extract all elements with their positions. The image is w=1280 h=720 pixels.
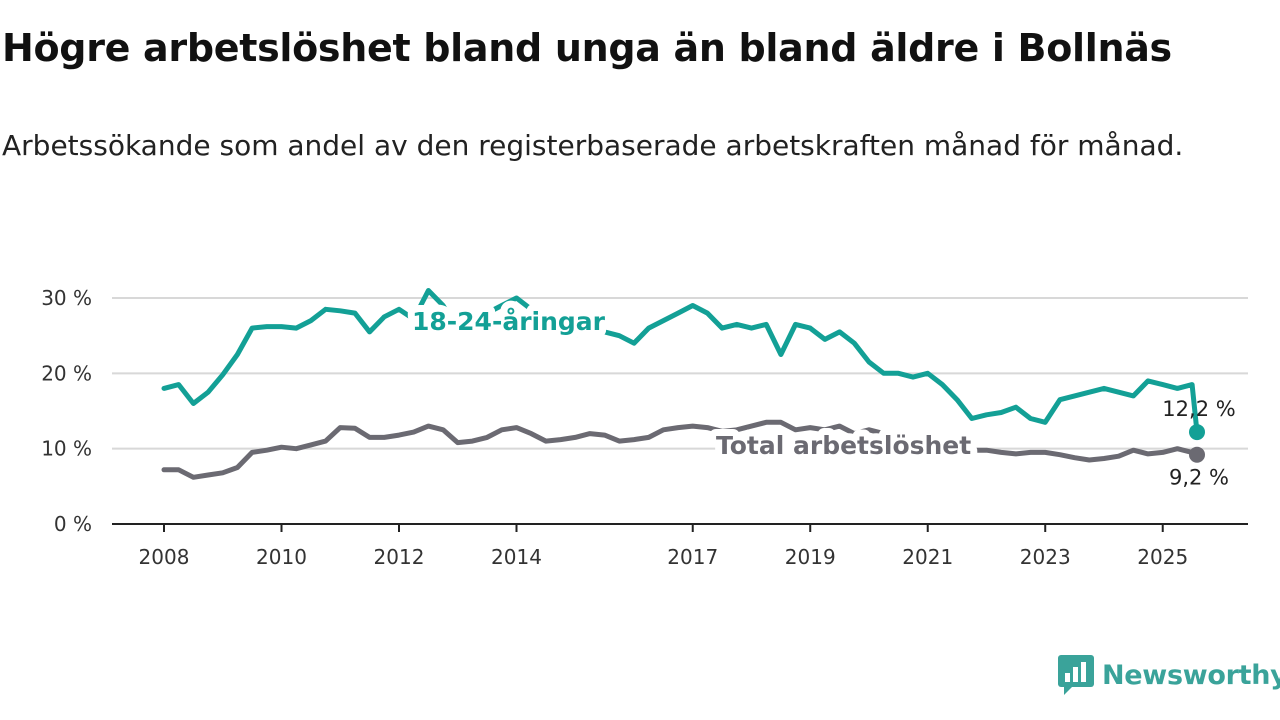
series-label-halo: 18-24-åringar	[412, 307, 606, 336]
series-group	[161, 288, 1205, 480]
brand-name: Newsworthy	[1102, 659, 1280, 691]
x-tick-label: 2010	[256, 545, 307, 569]
series-label-halo: Total arbetslöshet	[716, 431, 971, 460]
x-tick-label: 2023	[1020, 545, 1071, 569]
series-name-label: Total arbetslöshet	[716, 431, 971, 460]
x-tick-label: 2019	[785, 545, 836, 569]
chart-subtitle: Arbetssökande som andel av den registerb…	[2, 129, 1184, 162]
x-tick-label: 2017	[667, 545, 718, 569]
newsworthy-logo-icon	[1058, 655, 1094, 695]
end-point	[1189, 446, 1205, 463]
series-line	[161, 288, 1200, 435]
y-tick-label: 20 %	[41, 361, 92, 385]
y-tick-label: 10 %	[41, 437, 92, 461]
series-labels: 12,2 %9,2 %18-24-åringar18-24-åringarTot…	[405, 300, 1236, 490]
y-tick-label: 30 %	[41, 286, 92, 310]
series-name-label: 18-24-åringar	[412, 307, 606, 336]
brand-logo: Newsworthy	[1058, 654, 1280, 696]
end-value-label: 9,2 %	[1169, 466, 1229, 490]
x-tick-label: 2025	[1137, 545, 1188, 569]
series-line	[161, 419, 1200, 480]
y-axis: 0 % 10 % 20 % 30 %	[41, 286, 92, 536]
x-tick-label: 2008	[139, 545, 190, 569]
x-tick-label: 2021	[902, 545, 953, 569]
end-point	[1189, 424, 1205, 441]
x-tick-label: 2012	[374, 545, 425, 569]
chart-title: Högre arbetslöshet bland unga än bland ä…	[2, 26, 1172, 70]
y-tick-label: 0 %	[54, 512, 92, 536]
x-tick-label: 2014	[491, 545, 542, 569]
x-axis: 2008 2010 2012 2014 2017 2019 2021 2023 2025	[112, 523, 1248, 569]
end-value-label: 12,2 %	[1162, 397, 1235, 421]
